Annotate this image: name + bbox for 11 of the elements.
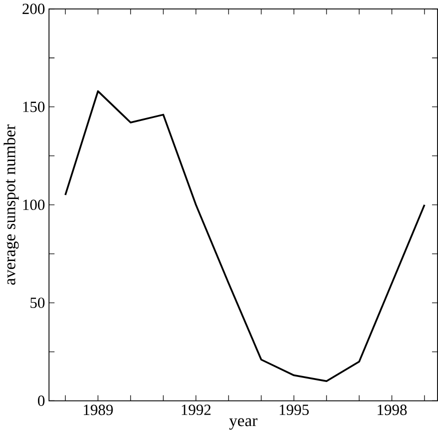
y-tick-label: 0	[38, 395, 44, 406]
x-tick-label: 1992	[182, 404, 211, 415]
x-tick-label: 1998	[378, 404, 407, 415]
y-tick-label: 50	[30, 297, 44, 308]
x-tick-label: 1995	[280, 404, 309, 415]
y-tick-label: 200	[22, 4, 44, 14]
y-axis-title: average sunspot number	[4, 124, 19, 285]
y-tick-label: 150	[23, 101, 44, 112]
x-axis-title: year	[229, 418, 258, 430]
y-tick-label: 100	[23, 199, 44, 210]
x-tick-label: 1989	[84, 404, 113, 415]
